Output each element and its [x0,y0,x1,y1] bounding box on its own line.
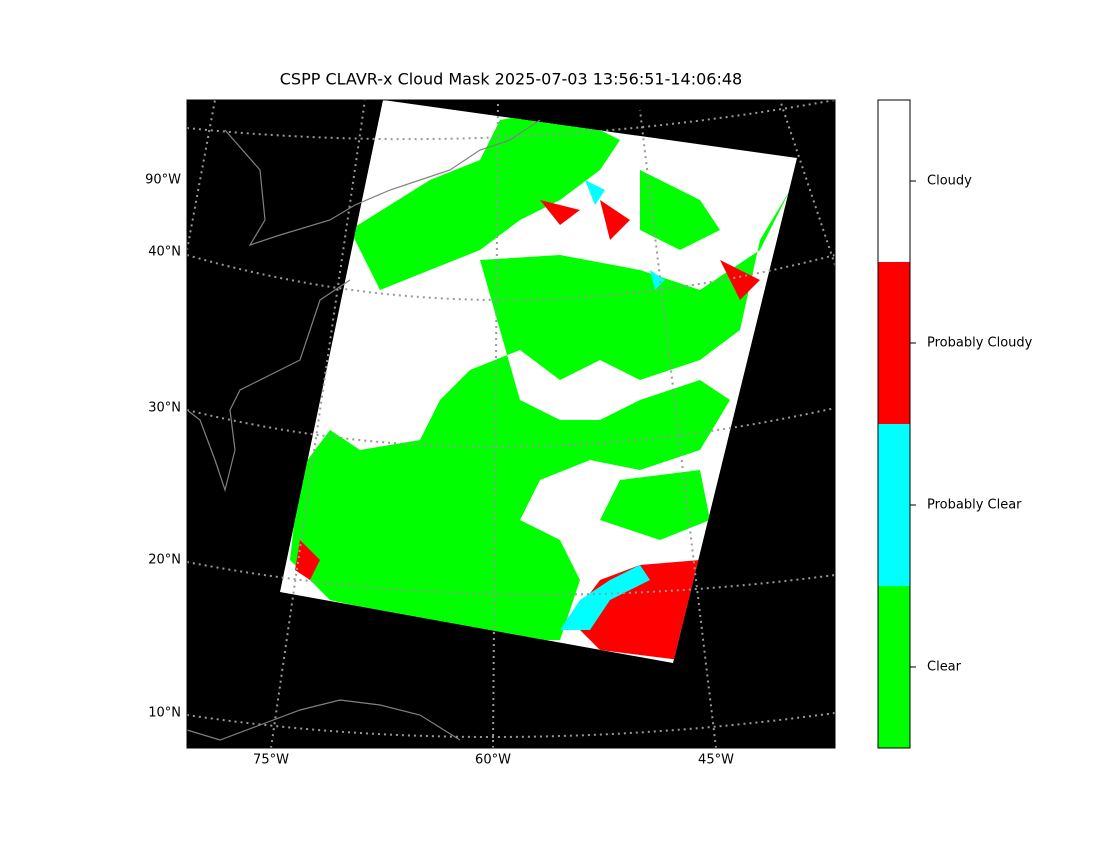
lat-label: 40°N [148,245,181,260]
colorbar-frame [877,99,911,749]
colorbar-segment [878,100,910,262]
graticule [187,100,835,748]
swath [280,100,797,663]
colorbar-label: Cloudy [927,174,972,189]
title: CSPP CLAVR-x Cloud Mask 2025-07-03 13:56… [280,70,742,89]
map-frame [186,99,836,749]
colorbar-segment [878,262,910,424]
lon-label: 45°W [698,753,734,768]
lat-label: 20°N [148,553,181,568]
cloud-detail [295,180,760,660]
lon-label: 75°W [253,753,289,768]
lat-label: 10°N [148,706,181,721]
map [187,100,835,748]
lat-label: 90°W [145,173,181,188]
colorbar-label: Probably Cloudy [927,336,1033,351]
clear-areas [290,110,790,640]
colorbar-segment [878,424,910,586]
lat-label: 30°N [148,401,181,416]
lon-label: 60°W [475,753,511,768]
colorbar-segment [878,586,910,748]
coastlines [187,119,541,741]
colorbar-label: Probably Clear [927,498,1022,513]
colorbar-label: Clear [927,660,962,675]
